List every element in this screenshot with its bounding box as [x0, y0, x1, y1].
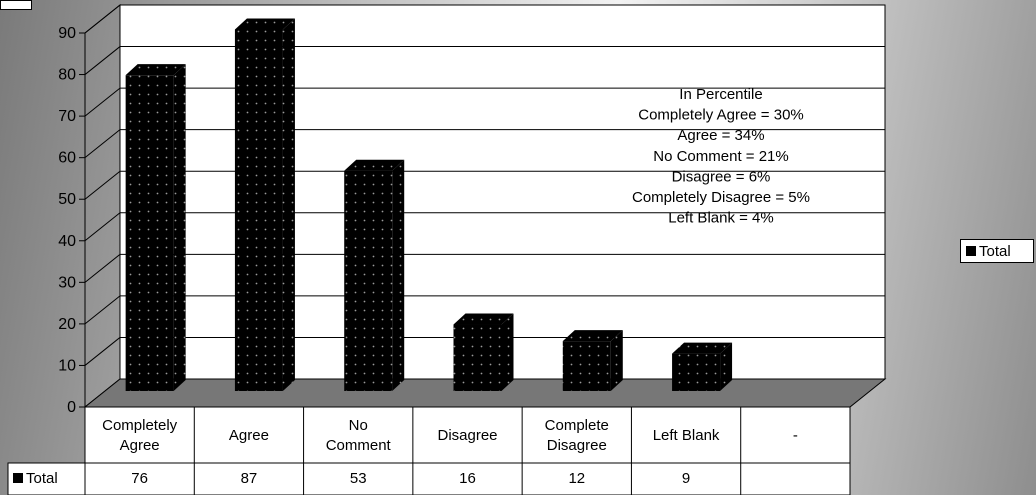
table-value: 87 [241, 470, 258, 487]
bar-top [562, 330, 623, 342]
category-label: Completely [102, 417, 178, 434]
y-tick-label: 70 [58, 108, 76, 125]
data-table: Total Completely Agree Agree No Comment Disagr… [7, 406, 851, 495]
category-label: Comment [326, 437, 392, 454]
y-tick-label: 60 [58, 150, 76, 167]
bars [125, 18, 733, 391]
bar-front [125, 75, 174, 391]
bar-side [720, 342, 733, 391]
bar-top [344, 159, 405, 171]
y-tick-label: 10 [58, 357, 76, 374]
bar-top [125, 64, 186, 76]
table-value: 9 [682, 470, 690, 487]
gridline-side [84, 170, 121, 200]
bar-front [562, 341, 611, 391]
category-label: Complete [545, 417, 609, 434]
category-label: Agree [120, 437, 160, 454]
annotation-line: No Comment = 21% [653, 148, 788, 165]
y-tick-label: 90 [58, 25, 76, 42]
gridline-side [84, 46, 121, 75]
annotation-line: Completely Agree = 30% [638, 107, 804, 124]
annotation-line: In Percentile [679, 86, 762, 103]
bar-top [453, 313, 514, 325]
table-value: 76 [131, 470, 148, 487]
gridline-side [84, 212, 121, 242]
annotation-line: Left Blank = 4% [668, 210, 773, 227]
table-value: 53 [350, 470, 367, 487]
y-tick-label: 50 [58, 191, 76, 208]
bar-side [282, 18, 295, 391]
bar-front [453, 324, 502, 391]
bar-side [610, 330, 623, 391]
category-label: Left Blank [653, 427, 720, 444]
bar [453, 313, 514, 391]
bar-front [344, 170, 393, 391]
category-label: Disagree [437, 427, 497, 444]
bar-top [672, 342, 733, 354]
table-series-label: Total [26, 470, 58, 487]
legend-label: Total [979, 242, 1011, 260]
category-label: No [349, 417, 368, 434]
bar-side [501, 313, 514, 391]
bar [344, 159, 405, 391]
bar [125, 64, 186, 391]
gridline-side [84, 129, 121, 159]
table-value: 16 [459, 470, 476, 487]
bar [562, 330, 623, 391]
side-wall [84, 3, 121, 409]
y-tick-label: 0 [67, 399, 76, 416]
bar [672, 342, 733, 391]
y-tick-label: 20 [58, 316, 76, 333]
category-label: Disagree [547, 437, 607, 454]
legend: Total [960, 239, 1034, 263]
legend-swatch [966, 246, 976, 256]
gridline-side [84, 87, 121, 117]
y-axis: 0 10 20 30 40 50 60 70 80 90 [58, 25, 86, 416]
annotation: In Percentile Completely Agree = 30% Agree… [632, 86, 810, 227]
y-tick-label: 40 [58, 233, 76, 250]
bar-front [672, 353, 721, 391]
table-header-row [84, 406, 851, 464]
table-value: 12 [568, 470, 585, 487]
bar-side [173, 64, 186, 391]
category-label: Agree [229, 427, 269, 444]
gridline-side [84, 295, 121, 325]
bar-side [392, 159, 405, 391]
annotation-line: Agree = 34% [677, 127, 764, 144]
gridline-side [84, 253, 121, 283]
gridline-side [84, 4, 121, 34]
bar-top [234, 18, 295, 30]
table-series-swatch [13, 473, 23, 483]
annotation-line: Disagree = 6% [672, 168, 771, 185]
gridline-side [84, 337, 121, 366]
bar [234, 18, 295, 391]
bar-front [234, 29, 283, 391]
y-tick-label: 30 [58, 274, 76, 291]
y-tick-label: 80 [58, 67, 76, 84]
category-label: - [793, 427, 798, 444]
annotation-line: Completely Disagree = 5% [632, 189, 810, 206]
corner-box [0, 0, 32, 10]
